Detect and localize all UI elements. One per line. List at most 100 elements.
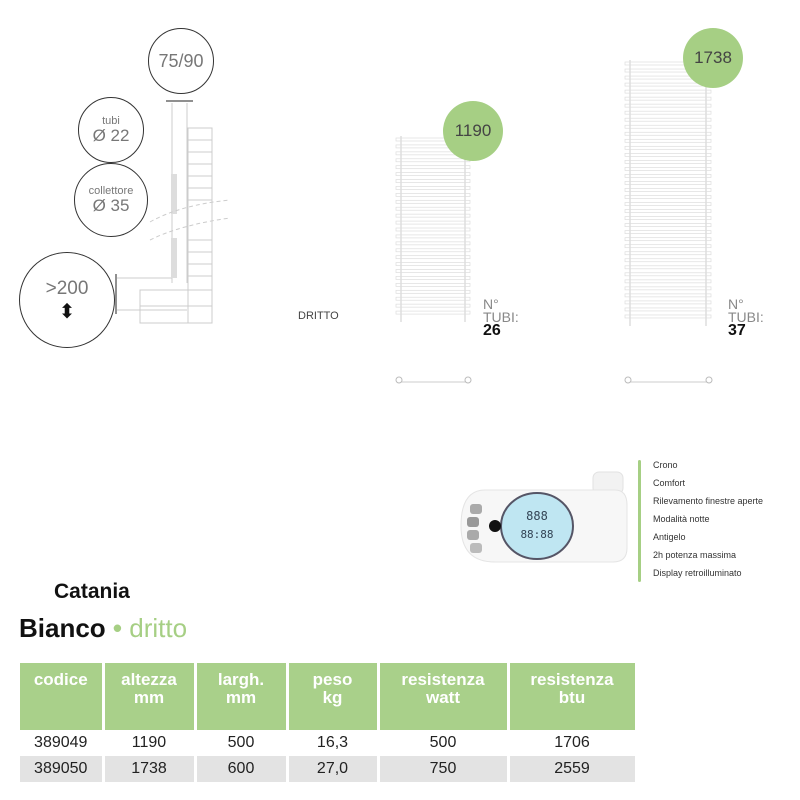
svg-text:888: 888 bbox=[526, 509, 548, 523]
radiator-tube bbox=[395, 255, 471, 260]
header-line: largh. bbox=[217, 670, 265, 689]
radiator-drawing-1190 bbox=[395, 136, 472, 384]
radiator-tube bbox=[624, 251, 712, 256]
radiator-drawing-1738 bbox=[624, 60, 713, 384]
column-header: resistenza btu bbox=[508, 663, 638, 730]
tubi-number: 37 bbox=[728, 322, 746, 339]
header-unit: kg bbox=[322, 688, 343, 707]
table-row: 389049 1190 500 16,3 500 1706 bbox=[20, 730, 638, 756]
table-cell: 750 bbox=[378, 756, 510, 782]
feature-item: 2h potenza massima bbox=[653, 550, 737, 560]
radiator-tube bbox=[624, 279, 712, 284]
radiator-tube bbox=[395, 310, 471, 315]
table-header-row: codice altezza mm largh. mm peso kg resistenza w… bbox=[20, 663, 638, 730]
radiator-tube bbox=[395, 193, 471, 197]
radiator-tube bbox=[395, 158, 471, 163]
tubi-label: N° bbox=[483, 296, 499, 312]
radiator-tube bbox=[395, 186, 471, 190]
table-cell: 1706 bbox=[508, 730, 638, 756]
radiator-tube bbox=[624, 223, 712, 227]
radiator-tube bbox=[624, 167, 712, 171]
radiator-tube bbox=[624, 258, 712, 263]
radiator-tube bbox=[624, 110, 712, 115]
feature-divider bbox=[638, 460, 641, 582]
tubi-count-1738: N° TUBI: 37 bbox=[728, 297, 764, 339]
feature-item: Antigelo bbox=[653, 532, 686, 542]
header-unit: watt bbox=[426, 688, 460, 707]
tubi-label: tubi bbox=[102, 115, 120, 127]
radiator-tube bbox=[624, 286, 712, 291]
column-header: largh. mm bbox=[195, 663, 289, 730]
column-header: altezza mm bbox=[103, 663, 197, 730]
collettore-circle: collettore Ø 35 bbox=[74, 163, 148, 237]
header-unit: mm bbox=[225, 688, 257, 707]
radiator-tube bbox=[624, 244, 712, 249]
radiator-tube bbox=[395, 296, 471, 301]
separator-dot: • bbox=[112, 613, 123, 643]
radiator-tube bbox=[395, 172, 471, 176]
collettore-label: collettore bbox=[88, 185, 134, 197]
radiator-tube bbox=[624, 188, 712, 192]
tubi-circle: tubi Ø 22 bbox=[78, 97, 144, 163]
radiator-tube bbox=[395, 165, 471, 170]
radiator-tube bbox=[624, 293, 712, 298]
gap-circle: 75/90 bbox=[148, 28, 214, 94]
table-cell: 2559 bbox=[508, 756, 638, 782]
table-row: 389050 1738 600 27,0 750 2559 bbox=[20, 756, 638, 782]
table-cell: 1738 bbox=[103, 756, 197, 782]
collettore-value: Ø 35 bbox=[92, 196, 130, 215]
table-cell: 27,0 bbox=[287, 756, 380, 782]
radiator-tube bbox=[624, 237, 712, 242]
table-cell: 16,3 bbox=[287, 730, 380, 756]
radiator-tube bbox=[395, 262, 471, 266]
radiator-tube bbox=[395, 227, 471, 232]
column-header: resistenza watt bbox=[378, 663, 510, 730]
radiator-tube bbox=[624, 181, 712, 185]
table-cell: 389050 bbox=[20, 756, 105, 782]
height-badge-1190: 1190 bbox=[443, 101, 503, 161]
radiator-tube bbox=[629, 60, 631, 326]
height-badge-1738: 1738 bbox=[683, 28, 743, 88]
radiator-tube bbox=[400, 136, 402, 322]
radiator-tube bbox=[624, 124, 712, 129]
gap-label: 75/90 bbox=[158, 51, 204, 71]
header-unit: mm bbox=[133, 688, 165, 707]
header-line: resistenza bbox=[401, 670, 485, 689]
tubi-label: TUBI: bbox=[483, 309, 519, 325]
column-header: codice bbox=[20, 663, 105, 730]
radiator-tube bbox=[624, 230, 712, 234]
radiator-tube bbox=[395, 206, 471, 211]
spec-table: codice altezza mm largh. mm peso kg resistenza w… bbox=[20, 663, 638, 782]
radiator-tube bbox=[624, 195, 712, 199]
product-subtitle: Bianco • dritto bbox=[19, 613, 187, 644]
radiator-tube bbox=[395, 241, 471, 246]
radiator-tube bbox=[395, 269, 471, 273]
radiator-tube bbox=[624, 103, 712, 108]
radiator-part bbox=[395, 376, 403, 384]
distance-label: >200 bbox=[45, 277, 89, 299]
feature-item: Rilevamento finestre aperte bbox=[653, 496, 764, 506]
radiator-tube bbox=[705, 60, 707, 326]
radiator-tube bbox=[395, 220, 471, 225]
tubi-number: 26 bbox=[483, 322, 501, 339]
feature-item: Display retroilluminato bbox=[653, 568, 742, 578]
radiator-tube bbox=[395, 283, 471, 287]
radiator-tube bbox=[624, 265, 712, 270]
feature-item: Crono bbox=[653, 460, 678, 470]
product-name: Catania bbox=[54, 580, 130, 603]
radiator-tube bbox=[624, 160, 712, 164]
table-cell: 1190 bbox=[103, 730, 197, 756]
radiator-tube bbox=[624, 307, 712, 312]
radiator-tube bbox=[624, 145, 712, 150]
tubi-value: Ø 22 bbox=[92, 126, 130, 145]
radiator-tube bbox=[395, 303, 471, 308]
radiator-tube bbox=[395, 289, 471, 294]
radiator-tube bbox=[624, 202, 712, 206]
radiator-tube bbox=[395, 248, 471, 253]
header-line: peso bbox=[312, 670, 353, 689]
header-line: resistenza bbox=[530, 670, 614, 689]
header-line: codice bbox=[33, 670, 88, 689]
distance-circle: >200 ⬍ bbox=[19, 252, 115, 348]
radiator-tube bbox=[624, 131, 712, 136]
installation-diagram bbox=[115, 100, 231, 324]
